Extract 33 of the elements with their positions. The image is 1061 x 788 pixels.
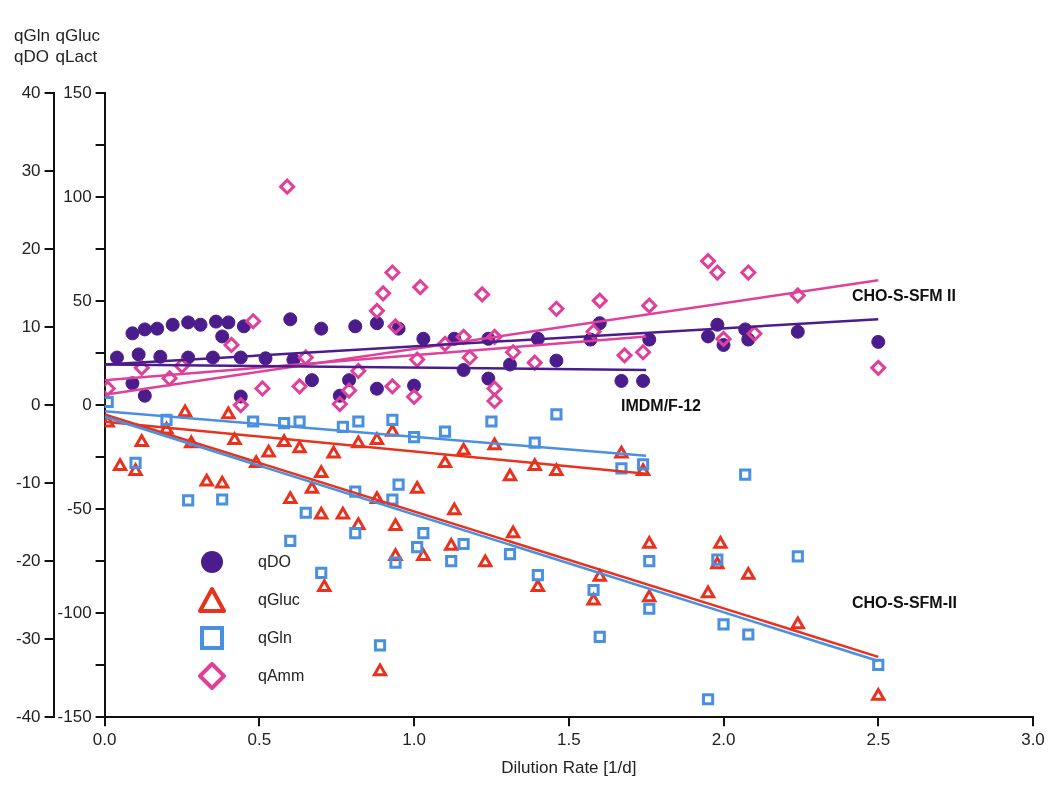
x-tick-label: 1.5 [556, 730, 581, 750]
x-tick-label: 0.0 [92, 730, 117, 750]
y2-axis-title: qGluc qLact [55, 26, 101, 66]
y-tick-label: -30 [15, 628, 41, 648]
y-tick-label: 10 [21, 316, 41, 336]
y-axis-title: qGln qDO [14, 26, 50, 66]
x-tick-label: 3.0 [1021, 730, 1045, 750]
y-tick-label: 0 [31, 394, 41, 414]
y2-tick-label: 0 [82, 394, 92, 414]
legend-label: qGln [258, 629, 292, 647]
legend-label: qAmm [258, 667, 305, 685]
y-tick-label: 20 [21, 238, 41, 258]
y-tick-label: -40 [15, 706, 41, 726]
x-tick-label: 1.0 [402, 730, 426, 750]
y2-tick-label: -50 [67, 498, 92, 518]
x-axis-title: Dilution Rate [1/d] [501, 758, 637, 778]
x-tick-label: 2.0 [711, 730, 736, 750]
y-tick-label: 40 [21, 82, 41, 102]
x-tick-label: 2.5 [866, 730, 891, 750]
y-tick-label: -10 [15, 472, 41, 492]
y2-tick-label: 50 [72, 290, 92, 310]
annotation: IMDM/F-12 [621, 397, 701, 415]
y2-tick-label: 100 [63, 186, 92, 206]
legend-label: qDO [258, 553, 291, 571]
annotation: CHO-S-SFM-II [852, 594, 957, 612]
y2-tick-label: -150 [57, 706, 92, 726]
y2-tick-label: 150 [63, 82, 92, 102]
annotation: CHO-S-SFM II [852, 287, 956, 305]
y2-tick-label: -100 [57, 602, 92, 622]
y-tick-label: -20 [15, 550, 41, 570]
y-tick-label: 30 [21, 160, 41, 180]
x-tick-label: 0.5 [247, 730, 272, 750]
legend-label: qGluc [258, 591, 300, 609]
